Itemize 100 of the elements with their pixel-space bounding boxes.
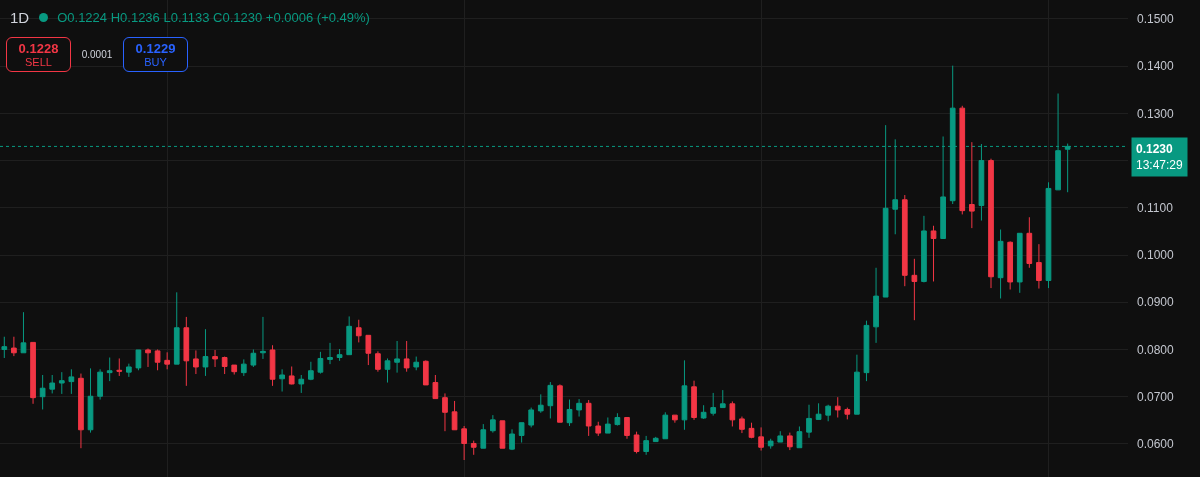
- candlestick: [336, 348, 343, 362]
- candlestick: [39, 374, 46, 410]
- candlestick: [202, 328, 209, 377]
- candlestick: [700, 404, 707, 420]
- candlestick: [317, 351, 324, 375]
- candlestick: [490, 414, 496, 434]
- candlestick: [298, 374, 305, 394]
- candlestick: [1016, 232, 1023, 294]
- candlestick: [672, 414, 678, 424]
- candlestick: [815, 402, 822, 420]
- candlestick: [470, 440, 477, 456]
- candlestick: [662, 411, 669, 440]
- candlestick: [173, 291, 180, 365]
- y-tick-label: 0.1100: [1137, 201, 1174, 215]
- candlestick: [633, 431, 640, 454]
- candlestick: [394, 340, 400, 374]
- candlestick: [279, 368, 285, 393]
- candlestick: [624, 416, 630, 440]
- candlestick: [413, 356, 420, 371]
- candlestick: [595, 421, 602, 437]
- candlestick: [710, 392, 717, 417]
- y-tick-label: 0.0600: [1137, 437, 1175, 452]
- annotation: 0.0001: [80, 49, 114, 60]
- candlestick: [68, 368, 75, 395]
- candlestick: [921, 215, 927, 283]
- candlestick: [509, 428, 515, 451]
- candlestick: [604, 416, 611, 434]
- candlestick: [403, 340, 410, 373]
- candlestick: [480, 423, 487, 449]
- candlestick: [844, 407, 851, 420]
- candlestick: [1036, 243, 1042, 290]
- y-tick-label: 0.1400: [1137, 59, 1175, 74]
- candlestick: [240, 358, 247, 377]
- y-tick-label: 0.1500: [1137, 12, 1175, 27]
- candlestick: [806, 404, 812, 439]
- candlestick: [346, 315, 353, 356]
- candlestick: [432, 374, 439, 400]
- candlestick: [11, 336, 17, 357]
- candlestick: [231, 364, 238, 376]
- candlestick: [1026, 216, 1033, 269]
- candlestick: [183, 316, 190, 387]
- candlestick: [863, 320, 870, 382]
- candlestick: [652, 436, 659, 443]
- candlestick: [250, 348, 257, 368]
- candlestick: [537, 393, 544, 414]
- candlestick: [691, 380, 697, 421]
- candlestick: [547, 381, 554, 419]
- candlestick: [873, 267, 879, 344]
- candlestick: [145, 349, 151, 368]
- candlestick: [269, 344, 276, 387]
- candlestick: [58, 371, 65, 395]
- annotation: SELL: [25, 55, 52, 69]
- y-tick-label: 0.1000: [1137, 248, 1175, 263]
- candlestick: [643, 435, 649, 456]
- candlestick: [854, 354, 860, 415]
- text: 1D: [10, 9, 30, 26]
- candlestick: [557, 383, 563, 423]
- candlestick: [422, 359, 429, 386]
- candlestick: [719, 389, 726, 409]
- candlestick: [78, 373, 84, 449]
- candlestick: [1, 336, 8, 359]
- candlestick: [365, 334, 372, 366]
- candlestick: [1045, 181, 1052, 289]
- candlestick: [681, 359, 688, 431]
- candlestick: [901, 194, 908, 287]
- candlestick: [327, 342, 333, 365]
- ref-line-label: 0.1230: [1136, 142, 1174, 156]
- candlestick: [30, 341, 36, 405]
- candlestick: [1007, 240, 1014, 291]
- candlestick: [49, 374, 56, 394]
- candlestick: [308, 361, 314, 381]
- y-tick-label: 0.0900: [1137, 295, 1175, 310]
- candlestick: [451, 400, 458, 431]
- candlestick: [930, 225, 937, 282]
- candlestick: [834, 396, 841, 418]
- candlestick: [20, 311, 27, 354]
- candlestick: [748, 422, 755, 439]
- candlestick: [959, 105, 966, 215]
- candlestick: [576, 398, 582, 418]
- annotation: 0.1228: [18, 40, 59, 56]
- candlestick: [260, 316, 266, 360]
- candlestick: [106, 357, 113, 382]
- candlestick: [786, 432, 793, 451]
- candlestick: [528, 407, 535, 428]
- candlestick: [193, 349, 199, 375]
- candlestick: [154, 348, 161, 371]
- annotation: 0.1229: [135, 40, 176, 56]
- candlestick: [997, 229, 1004, 299]
- candlestick: [442, 392, 448, 432]
- candlestick: [585, 399, 592, 437]
- candlestick: [777, 430, 784, 443]
- candlestick: [135, 349, 142, 371]
- candlestick: [988, 158, 994, 289]
- text: O0.1224 H0.1236 L0.1133 C0.1230 +0.0006 (+0.49%): [57, 10, 370, 25]
- candlestick: [825, 404, 831, 422]
- candlestick: [911, 258, 918, 321]
- candlestick: [164, 351, 171, 370]
- candlestick: [288, 365, 295, 385]
- candlestick: [499, 420, 506, 449]
- candlestick: [729, 400, 736, 427]
